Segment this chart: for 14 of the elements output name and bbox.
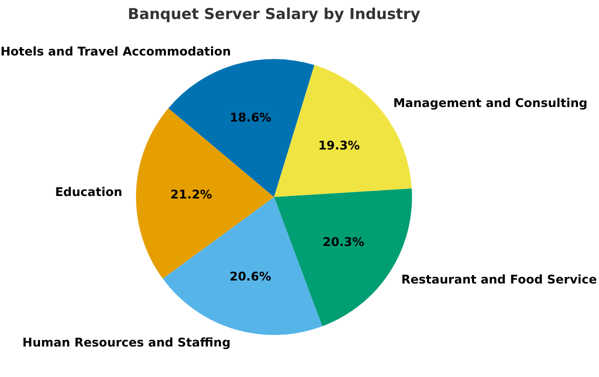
slice-label: Restaurant and Food Service [401, 272, 597, 287]
slice-label: Hotels and Travel Accommodation [0, 44, 231, 58]
data-label: 20.3% [322, 235, 364, 250]
data-label: 21.2% [170, 187, 212, 202]
pie-slice [136, 108, 274, 279]
pie-slice [168, 59, 314, 197]
slice-label: Education [55, 185, 122, 200]
chart-title: Banquet Server Salary by Industry [128, 5, 420, 23]
slice-label: Management and Consulting [393, 96, 588, 110]
slice-label: Human Resources and Staffing [22, 335, 231, 350]
data-label: 18.6% [230, 110, 272, 125]
pie-slice [162, 197, 322, 335]
data-label: 19.3% [318, 138, 360, 153]
data-label: 20.6% [229, 269, 272, 284]
